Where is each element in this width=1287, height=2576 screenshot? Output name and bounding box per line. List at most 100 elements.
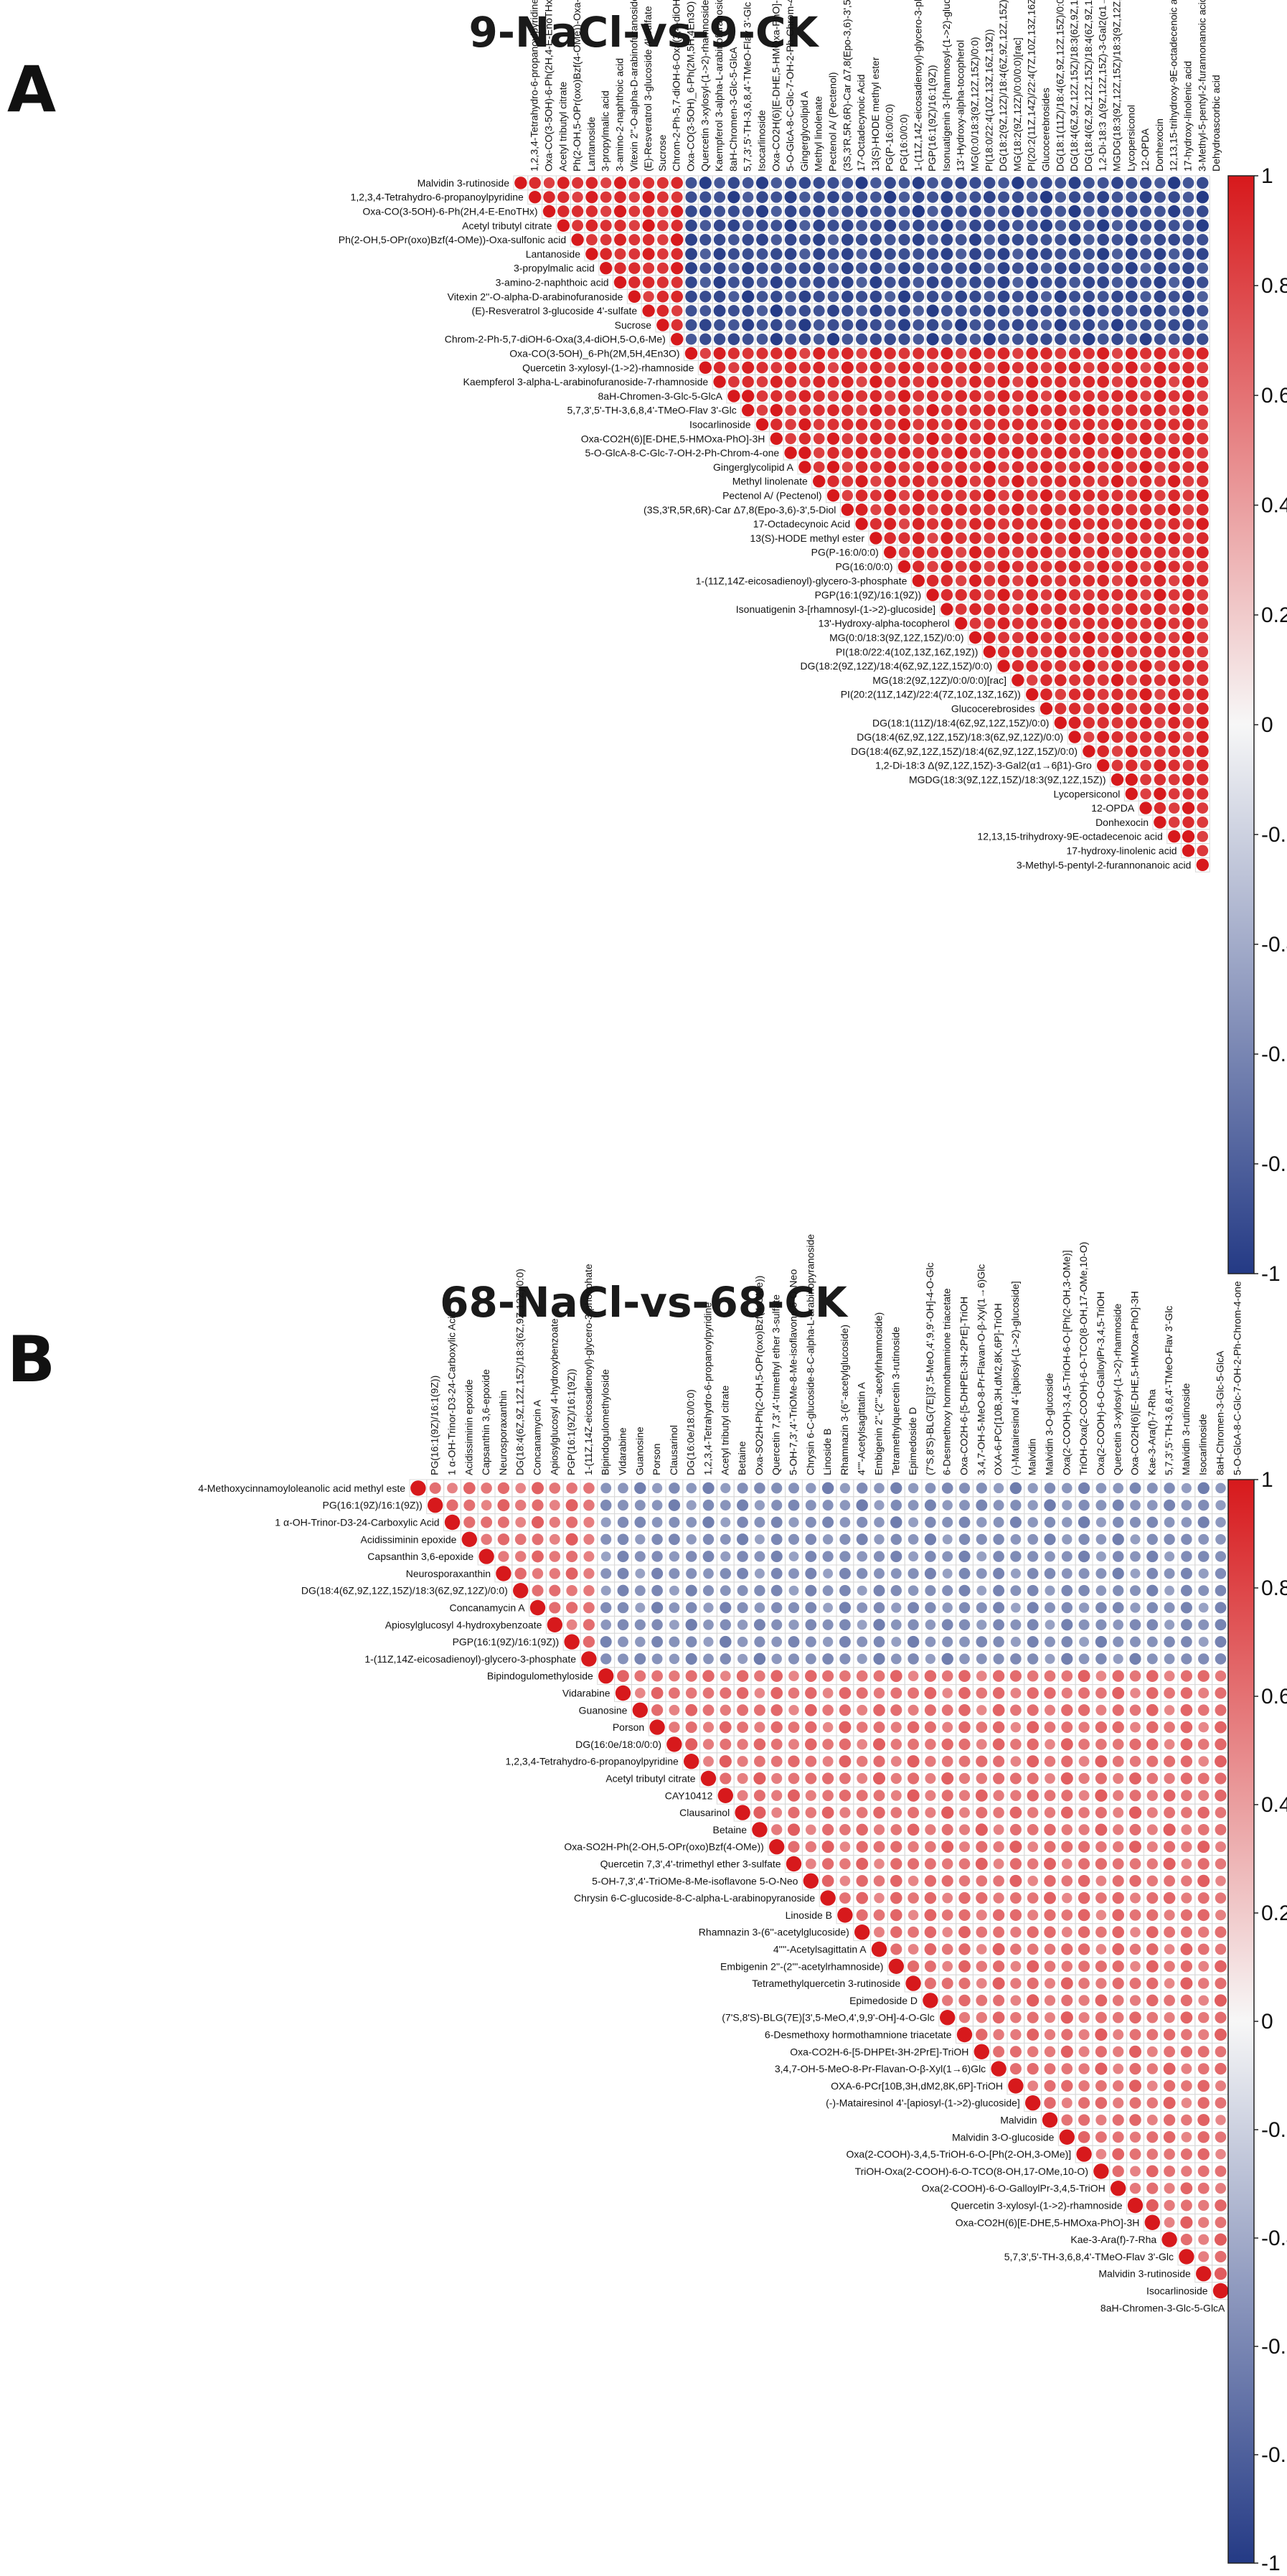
correlation-dot xyxy=(1168,446,1181,459)
correlation-dot xyxy=(788,1602,800,1614)
correlation-dot xyxy=(634,1670,646,1682)
correlation-dot xyxy=(1078,1653,1090,1665)
correlation-dot xyxy=(839,1841,851,1852)
correlation-dot xyxy=(926,418,939,431)
correlation-dot xyxy=(927,560,938,573)
correlation-dot xyxy=(940,475,953,487)
correlation-dot xyxy=(1154,418,1166,431)
correlation-dot xyxy=(1139,646,1152,658)
correlation-dot xyxy=(1125,546,1138,559)
correlation-dot xyxy=(1113,1790,1124,1801)
correlation-dot xyxy=(1126,660,1138,672)
correlation-dot xyxy=(940,305,953,317)
correlation-dot xyxy=(1197,362,1209,374)
correlation-dot xyxy=(1055,248,1067,260)
correlation-dot xyxy=(998,205,1010,217)
correlation-dot xyxy=(1078,1874,1090,1887)
correlation-dot xyxy=(890,1551,902,1563)
correlation-dot xyxy=(1154,475,1166,487)
correlation-dot xyxy=(1040,659,1052,672)
correlation-dot xyxy=(998,489,1009,502)
correlation-dot xyxy=(997,390,1010,403)
correlation-dot xyxy=(997,560,1010,573)
correlation-dot xyxy=(657,220,669,232)
correlation-dot xyxy=(908,1482,919,1494)
correlation-dot xyxy=(1146,1772,1159,1785)
correlation-dot xyxy=(1012,546,1024,558)
correlation-dot xyxy=(1197,1551,1210,1562)
correlation-dot xyxy=(969,617,981,629)
correlation-dot xyxy=(628,248,641,260)
correlation-dot xyxy=(822,1636,834,1647)
column-label: 1-(11Z,14Z-eicosadienoyl)-glycero-3-phos… xyxy=(583,1264,594,1475)
correlation-dot xyxy=(1111,461,1123,474)
correlation-dot xyxy=(958,1703,971,1716)
correlation-dot xyxy=(557,177,570,189)
correlation-dot xyxy=(1146,1790,1158,1801)
correlation-dot xyxy=(839,1687,852,1699)
correlation-dot xyxy=(1097,646,1109,658)
correlation-dot xyxy=(1083,702,1095,715)
correlation-dot xyxy=(839,1670,851,1682)
correlation-dot xyxy=(1198,1978,1210,1989)
correlation-dot xyxy=(1026,418,1038,431)
column-label: DG(18:2(9Z,12Z)/18:4(6Z,9Z,12Z,15Z)/0:0) xyxy=(997,0,1009,171)
correlation-dot xyxy=(1012,305,1024,316)
correlation-dot xyxy=(827,347,839,359)
correlation-dot xyxy=(1181,1824,1192,1835)
correlation-dot xyxy=(770,1568,783,1579)
correlation-dot xyxy=(1112,1909,1125,1922)
correlation-dot xyxy=(1196,546,1209,559)
correlation-dot xyxy=(1154,816,1166,829)
correlation-dot xyxy=(827,248,839,260)
correlation-dot xyxy=(885,263,896,274)
correlation-dot xyxy=(813,233,826,246)
correlation-dot xyxy=(1040,390,1052,402)
correlation-dot xyxy=(997,347,1010,359)
correlation-dot xyxy=(925,1824,936,1835)
correlation-dot xyxy=(581,1651,597,1667)
correlation-dot xyxy=(924,1909,937,1922)
correlation-dot xyxy=(969,319,981,331)
correlation-dot xyxy=(585,177,598,189)
correlation-dot xyxy=(1197,1823,1210,1835)
column-label: DG(18:4(6Z,9Z,12Z,15Z)/18:4(6Z,9Z,12Z,15… xyxy=(1083,0,1094,171)
correlation-dot xyxy=(1125,745,1138,758)
correlation-dot xyxy=(1146,1670,1159,1683)
correlation-dot xyxy=(955,390,968,403)
correlation-dot xyxy=(1129,1516,1141,1528)
correlation-dot xyxy=(685,233,697,246)
correlation-dot xyxy=(1083,191,1095,203)
correlation-dot xyxy=(1097,205,1109,217)
correlation-dot xyxy=(941,1482,953,1494)
correlation-dot xyxy=(513,1583,529,1599)
correlation-dot xyxy=(1095,1551,1106,1562)
correlation-dot xyxy=(628,262,641,274)
correlation-dot xyxy=(1060,1806,1073,1819)
correlation-dot xyxy=(940,191,953,204)
correlation-dot xyxy=(497,1499,510,1512)
correlation-dot xyxy=(1197,418,1208,431)
correlation-dot xyxy=(984,589,995,601)
correlation-dot xyxy=(737,1704,749,1716)
correlation-dot xyxy=(857,1585,867,1596)
correlation-dot xyxy=(1012,233,1024,246)
correlation-dot xyxy=(756,233,768,246)
correlation-dot xyxy=(1168,759,1180,771)
correlation-dot xyxy=(549,1482,561,1494)
correlation-dot xyxy=(984,390,996,402)
correlation-dot xyxy=(1027,1772,1039,1785)
correlation-dot xyxy=(1068,575,1081,587)
correlation-dot xyxy=(1060,1738,1073,1751)
correlation-dot xyxy=(713,304,726,317)
correlation-dot xyxy=(714,177,725,189)
correlation-dot xyxy=(1215,1517,1226,1528)
correlation-dot xyxy=(869,375,882,388)
correlation-dot xyxy=(1140,532,1151,544)
correlation-dot xyxy=(890,1499,902,1511)
correlation-dot xyxy=(940,390,953,402)
correlation-dot xyxy=(940,588,953,601)
correlation-dot xyxy=(720,1602,732,1614)
correlation-dot xyxy=(1113,1482,1124,1494)
correlation-dot xyxy=(1113,1619,1124,1630)
